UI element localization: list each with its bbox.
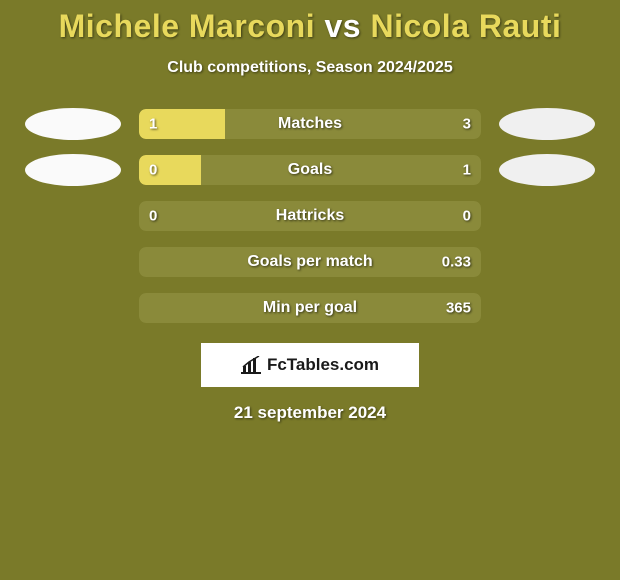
stat-label: Matches [278, 115, 342, 133]
team-logo-left [25, 154, 121, 186]
stat-value-right: 365 [446, 300, 471, 317]
stat-row: Goals 0 1 [0, 155, 620, 185]
team-logo-left [25, 108, 121, 140]
stat-bar: Goals per match 0.33 [139, 247, 481, 277]
stat-row: Hattricks 0 0 [0, 201, 620, 231]
stat-value-left: 0 [149, 162, 157, 179]
stat-row: Goals per match 0.33 [0, 247, 620, 277]
stat-value-right: 0.33 [442, 254, 471, 271]
stat-label: Goals [288, 161, 332, 179]
stat-row: Matches 1 3 [0, 109, 620, 139]
stat-bar: Goals 0 1 [139, 155, 481, 185]
team-logo-right [499, 108, 595, 140]
player1-name: Michele Marconi [59, 8, 315, 44]
player2-name: Nicola Rauti [370, 8, 561, 44]
attribution-box: FcTables.com [201, 343, 419, 387]
chart-icon [241, 356, 261, 374]
stat-bar: Matches 1 3 [139, 109, 481, 139]
stat-label: Goals per match [247, 253, 372, 271]
stat-value-right: 1 [463, 162, 471, 179]
stat-value-left: 1 [149, 116, 157, 133]
stat-row: Min per goal 365 [0, 293, 620, 323]
stat-value-right: 3 [463, 116, 471, 133]
comparison-card: Michele Marconi vs Nicola Rauti Club com… [0, 0, 620, 423]
stat-value-right: 0 [463, 208, 471, 225]
vs-text: vs [324, 8, 361, 44]
stat-bar: Hattricks 0 0 [139, 201, 481, 231]
team-logo-right [499, 154, 595, 186]
stat-label: Hattricks [276, 207, 344, 225]
attribution-text: FcTables.com [267, 355, 379, 375]
date-text: 21 september 2024 [0, 403, 620, 423]
stat-value-left: 0 [149, 208, 157, 225]
stat-bar: Min per goal 365 [139, 293, 481, 323]
page-title: Michele Marconi vs Nicola Rauti [0, 8, 620, 45]
stat-label: Min per goal [263, 299, 357, 317]
stats-rows: Matches 1 3 Goals 0 1 Hattricks 0 0 Goals per mat… [0, 109, 620, 323]
subtitle: Club competitions, Season 2024/2025 [0, 59, 620, 77]
